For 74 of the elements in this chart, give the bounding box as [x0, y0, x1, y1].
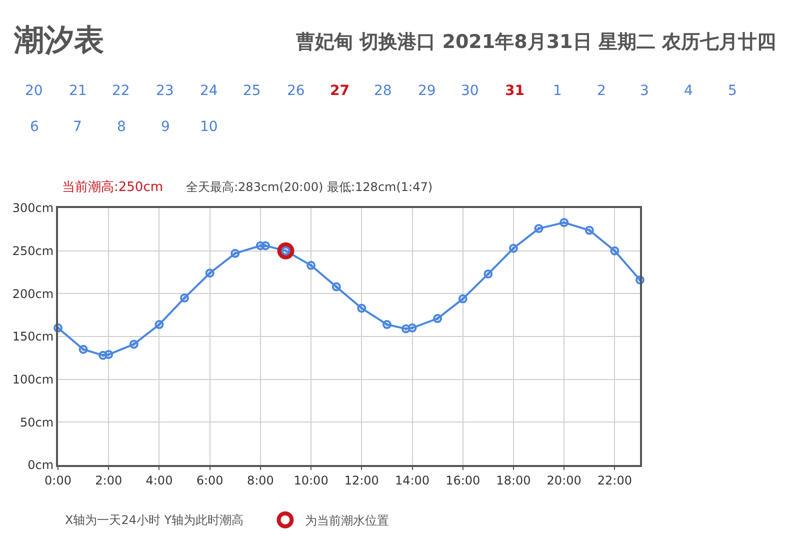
x-tick-label: 2:00 — [95, 473, 122, 488]
point — [256, 241, 265, 250]
text: 10 — [200, 119, 218, 135]
y-tick-label: 0cm — [28, 458, 54, 472]
text: 8 — [117, 119, 126, 135]
text: 21 — [69, 83, 87, 99]
x-tick-label: 22:00 — [597, 473, 632, 488]
point — [54, 323, 62, 332]
y-tick-label: 200cm — [12, 286, 54, 301]
point — [230, 248, 240, 258]
x-tick-label: 16:00 — [446, 473, 480, 488]
text: 30 — [461, 83, 479, 99]
text: 6 — [30, 119, 39, 135]
text: 23 — [156, 83, 174, 99]
text: 28 — [374, 83, 392, 99]
point — [205, 268, 214, 278]
point — [401, 324, 410, 334]
x-tick-label: 8:00 — [246, 473, 274, 488]
point — [382, 320, 392, 330]
point — [104, 350, 114, 359]
text: 20 — [25, 83, 43, 99]
x-tick-label: 10:00 — [294, 473, 328, 488]
point — [584, 226, 594, 235]
y-tick-label: 100cm — [12, 372, 54, 387]
point — [180, 293, 190, 302]
legend-label: 为当前潮水位置 — [305, 514, 390, 528]
point — [508, 244, 518, 253]
text: 24 — [200, 83, 218, 99]
y-tick-label: 150cm — [12, 330, 54, 344]
point — [277, 242, 294, 260]
text: 2 — [597, 83, 606, 99]
text: 22 — [112, 83, 130, 99]
point — [332, 282, 341, 292]
point — [306, 260, 316, 270]
text: 31 — [505, 83, 524, 99]
text: 1 — [553, 83, 562, 99]
text: 4 — [684, 83, 693, 99]
point — [129, 340, 138, 349]
y-tick-label: 300cm — [12, 201, 54, 216]
y-tick-label: 250cm — [12, 244, 54, 258]
x-tick-label: 0:00 — [44, 473, 72, 488]
x-tick-label: 14:00 — [394, 473, 430, 488]
x-tick-label: 12:00 — [344, 473, 379, 488]
text: 27 — [330, 83, 350, 99]
point — [636, 275, 644, 284]
point — [261, 241, 270, 250]
point — [610, 246, 620, 256]
y-tick-label: 50cm — [20, 415, 54, 430]
x-tick-label: 20:00 — [546, 473, 582, 488]
text: 25 — [243, 83, 261, 99]
point — [154, 320, 164, 330]
text: 5 — [728, 83, 737, 99]
text: 26 — [287, 83, 305, 99]
text: 全天最高:283cm(20:00) 最低:128cm(1:47) — [186, 180, 433, 194]
point — [357, 304, 366, 313]
text: 29 — [418, 83, 436, 99]
text: 3 — [640, 83, 649, 99]
text: X轴为一天24小时 Y轴为此时潮高 — [65, 513, 244, 527]
x-tick-label: 18:00 — [496, 473, 531, 488]
point — [458, 294, 468, 304]
point — [98, 350, 108, 360]
point — [534, 224, 544, 234]
text: 7 — [73, 119, 82, 135]
chart-subtitle: 曹妃甸 切换港口 2021年8月31日 星期二 农历七月廿四 — [295, 31, 776, 53]
x-tick-label: 4:00 — [146, 473, 173, 488]
point — [484, 269, 493, 278]
chart-title: 潮汐表 — [13, 23, 104, 58]
text: 当前潮高:250cm — [62, 179, 164, 195]
point — [78, 344, 88, 354]
point — [560, 218, 569, 228]
x-tick-label: 6:00 — [196, 473, 224, 488]
point — [433, 314, 442, 324]
text: 9 — [161, 119, 170, 135]
point — [408, 323, 417, 332]
